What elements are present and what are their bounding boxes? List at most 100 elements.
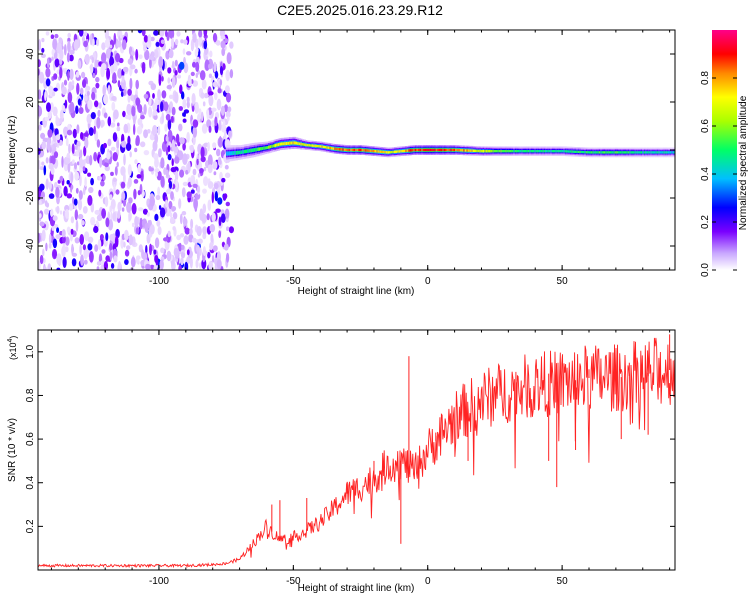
noise-speckle	[109, 194, 113, 201]
ridge-cell	[334, 147, 337, 150]
noise-speckle	[59, 210, 63, 215]
ridge-cell	[642, 151, 645, 154]
ridge-cell	[266, 146, 269, 150]
noise-speckle	[99, 156, 103, 168]
noise-speckle	[169, 94, 173, 100]
noise-speckle	[157, 89, 161, 101]
noise-speckle	[165, 135, 169, 142]
noise-speckle	[167, 67, 172, 74]
ridge-cell	[381, 150, 384, 153]
noise-speckle	[148, 97, 152, 106]
ridge-cell	[414, 148, 417, 152]
noise-speckle	[135, 97, 141, 107]
noise-speckle	[212, 81, 218, 88]
ridge-cell	[435, 148, 438, 152]
noise-speckle	[45, 178, 49, 190]
noise-speckle	[186, 96, 190, 103]
colorbar-tick-label: 0.0	[700, 263, 711, 277]
noise-speckle	[66, 129, 73, 136]
noise-speckle	[128, 234, 134, 246]
noise-speckle	[225, 69, 230, 82]
noise-speckle	[219, 79, 223, 86]
noise-speckle	[225, 111, 231, 118]
noise-speckle	[110, 171, 114, 176]
ridge-cell	[580, 150, 584, 154]
noise-speckle	[141, 61, 146, 74]
noise-speckle	[63, 79, 68, 86]
noise-speckle	[88, 127, 94, 136]
noise-speckle	[113, 255, 118, 263]
noise-speckle	[148, 106, 153, 118]
ridge-cell	[411, 149, 414, 152]
noise-speckle	[42, 197, 46, 204]
noise-speckle	[123, 153, 126, 166]
noise-speckle	[213, 171, 217, 176]
ridge-cell	[471, 149, 474, 152]
noise-speckle	[87, 195, 93, 206]
noise-speckle	[96, 139, 101, 148]
noise-speckle	[123, 123, 129, 134]
ridge-cell	[527, 150, 530, 153]
ridge-cell	[390, 150, 393, 154]
noise-speckle	[86, 113, 92, 124]
noise-speckle	[74, 171, 80, 181]
noise-speckle	[118, 57, 124, 64]
noise-speckle	[136, 174, 142, 179]
noise-speckle	[223, 131, 227, 140]
noise-speckle	[70, 216, 75, 224]
ridge-cell	[550, 150, 553, 153]
x-tick-label: -50	[286, 276, 301, 287]
noise-speckle	[130, 64, 136, 70]
noise-speckle	[171, 158, 174, 167]
noise-speckle	[50, 155, 56, 165]
noise-speckle	[199, 247, 202, 256]
noise-speckle	[70, 172, 74, 184]
noise-speckle	[83, 31, 88, 37]
noise-speckle	[170, 115, 174, 123]
noise-speckle	[208, 94, 214, 107]
ridge-cell	[374, 150, 377, 153]
snr-line-layer	[38, 334, 675, 569]
noise-speckle	[204, 47, 209, 56]
ridge-cell	[542, 150, 545, 153]
ridge-cell	[384, 150, 387, 154]
ridge-cell	[297, 142, 300, 145]
noise-speckle	[208, 63, 212, 70]
noise-speckle	[203, 92, 209, 99]
ridge-cell	[572, 150, 576, 153]
ridge-cell	[456, 148, 459, 152]
noise-speckle	[68, 81, 73, 91]
ridge-cell	[345, 148, 348, 152]
y-tick-label: 20	[25, 96, 36, 108]
noise-speckle	[128, 211, 132, 221]
noise-speckle	[94, 58, 98, 71]
noise-speckle	[121, 207, 125, 212]
ridge-cell	[335, 147, 338, 151]
noise-speckle	[71, 80, 75, 86]
ridge-cell	[243, 149, 247, 154]
noise-speckle	[203, 30, 208, 37]
noise-speckle	[165, 199, 168, 208]
noise-speckle	[220, 35, 226, 40]
noise-speckle	[196, 244, 200, 253]
noise-speckle	[166, 250, 172, 262]
ridge-cell	[277, 143, 280, 147]
colorbar	[712, 30, 737, 270]
noise-speckle	[45, 31, 50, 36]
ridge-cell	[439, 148, 442, 152]
y-tick-label: 0	[25, 147, 36, 153]
noise-speckle	[206, 108, 210, 121]
noise-speckle	[38, 147, 41, 155]
noise-speckle	[180, 251, 186, 259]
noise-speckle	[126, 245, 131, 251]
ridge-cell	[327, 146, 330, 149]
noise-speckle	[222, 119, 226, 132]
noise-speckle	[50, 208, 54, 217]
ridge-cell	[350, 148, 353, 152]
ridge-cell	[343, 148, 347, 151]
noise-speckle	[127, 164, 132, 177]
noise-speckle	[130, 94, 135, 102]
noise-speckle	[105, 232, 109, 242]
noise-speckle	[38, 71, 45, 84]
noise-speckle	[106, 151, 111, 160]
